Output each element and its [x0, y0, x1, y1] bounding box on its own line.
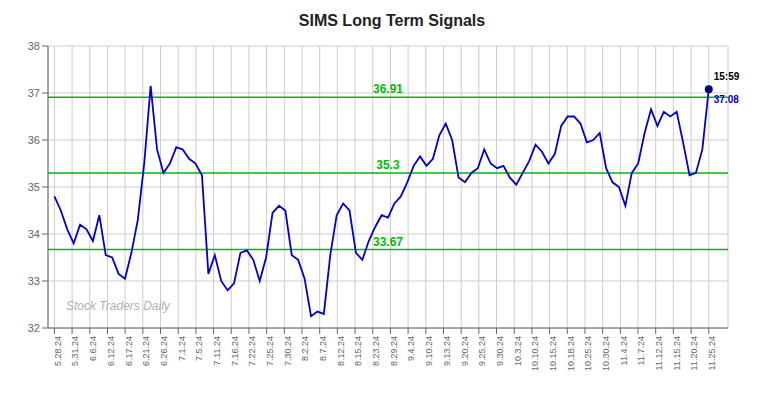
svg-text:9.10.24: 9.10.24 [424, 336, 434, 366]
svg-text:35: 35 [28, 181, 40, 193]
svg-text:9.4.24: 9.4.24 [407, 336, 417, 361]
svg-text:10.30.24: 10.30.24 [601, 336, 611, 371]
svg-text:Stock Traders Daily: Stock Traders Daily [66, 299, 171, 313]
svg-text:36: 36 [28, 134, 40, 146]
svg-text:9.25.24: 9.25.24 [477, 336, 487, 366]
svg-text:10.10.24: 10.10.24 [530, 336, 540, 371]
svg-text:11.20.24: 11.20.24 [689, 336, 699, 370]
svg-text:38: 38 [28, 40, 40, 52]
svg-text:9.13.24: 9.13.24 [442, 336, 452, 366]
svg-text:11.4.24: 11.4.24 [619, 336, 629, 365]
svg-text:7.5.24: 7.5.24 [194, 336, 204, 361]
svg-text:8.7.24: 8.7.24 [318, 336, 328, 361]
svg-text:11.7.24: 11.7.24 [636, 336, 646, 365]
svg-text:6.6.24: 6.6.24 [88, 336, 98, 361]
svg-text:7.30.24: 7.30.24 [283, 336, 293, 366]
svg-text:37.08: 37.08 [714, 94, 739, 105]
svg-text:11.25.24: 11.25.24 [707, 336, 717, 370]
svg-text:8.15.24: 8.15.24 [353, 336, 363, 366]
svg-text:11.12.24: 11.12.24 [654, 336, 664, 370]
svg-text:7.11.24: 7.11.24 [212, 336, 222, 365]
svg-text:33: 33 [28, 275, 40, 287]
svg-text:35.3: 35.3 [376, 158, 400, 172]
svg-text:10.15.24: 10.15.24 [548, 336, 558, 371]
svg-text:7.1.24: 7.1.24 [177, 336, 187, 361]
svg-text:36.91: 36.91 [373, 82, 403, 96]
svg-text:7.25.24: 7.25.24 [265, 336, 275, 366]
svg-text:10.18.24: 10.18.24 [566, 336, 576, 371]
svg-text:8.12.24: 8.12.24 [336, 336, 346, 366]
svg-text:6.17.24: 6.17.24 [124, 336, 134, 366]
svg-text:9.20.24: 9.20.24 [460, 336, 470, 366]
svg-text:6.26.24: 6.26.24 [159, 336, 169, 366]
svg-text:8.2.24: 8.2.24 [300, 336, 310, 361]
svg-text:15:59: 15:59 [714, 71, 740, 82]
svg-text:34: 34 [28, 228, 40, 240]
svg-text:33.67: 33.67 [373, 235, 403, 249]
svg-text:10.3.24: 10.3.24 [513, 336, 523, 366]
html-text:SIMS Long Term Signals: SIMS Long Term Signals [298, 12, 486, 29]
svg-text:11.15.24: 11.15.24 [672, 336, 682, 370]
svg-text:6.21.24: 6.21.24 [141, 336, 151, 366]
svg-text:9.30.24: 9.30.24 [495, 336, 505, 366]
svg-text:7.16.24: 7.16.24 [230, 336, 240, 366]
svg-text:5.28.24: 5.28.24 [53, 336, 63, 366]
svg-text:8.29.24: 8.29.24 [389, 336, 399, 366]
svg-text:37: 37 [28, 87, 40, 99]
svg-text:10.25.24: 10.25.24 [583, 336, 593, 371]
svg-text:5.31.24: 5.31.24 [70, 336, 80, 366]
svg-text:6.12.24: 6.12.24 [106, 336, 116, 366]
svg-text:32: 32 [28, 322, 40, 334]
svg-text:8.23.24: 8.23.24 [371, 336, 381, 366]
svg-text:7.22.24: 7.22.24 [247, 336, 257, 366]
